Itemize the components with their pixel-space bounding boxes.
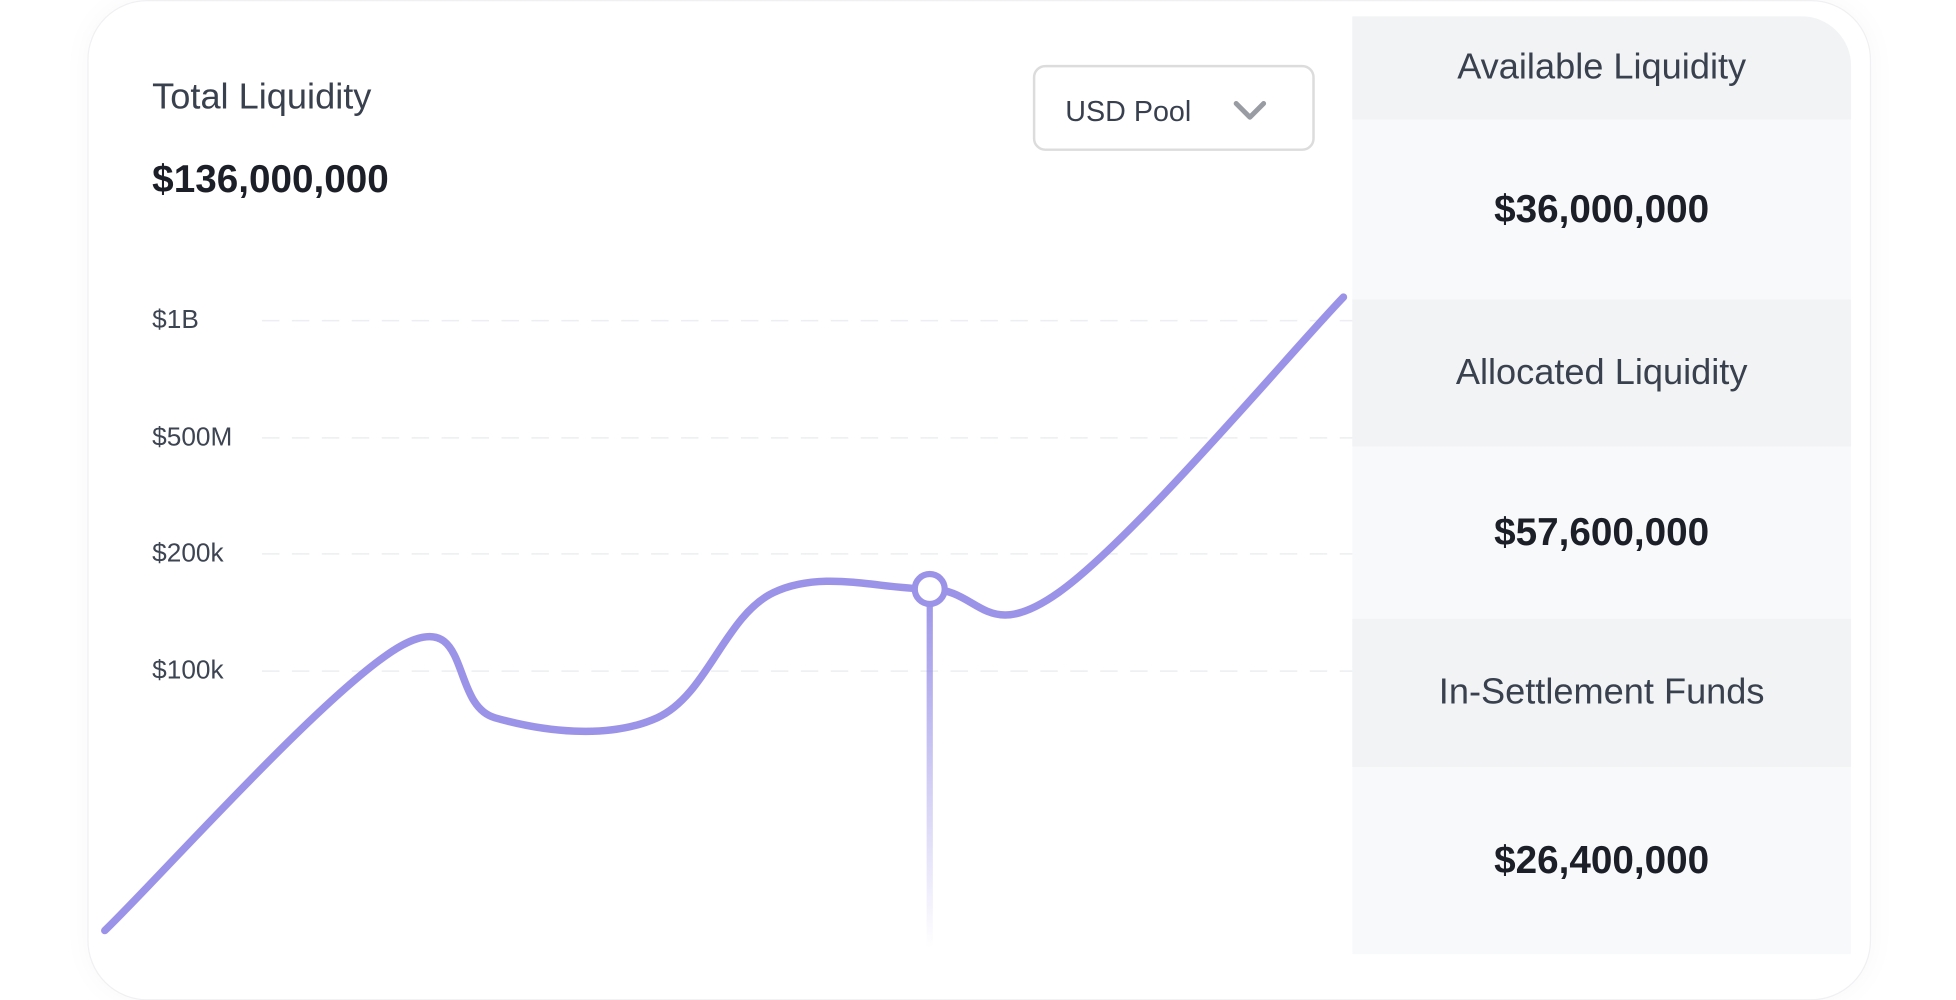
stats-panel: Available Liquidity $36,000,000 Allocate… (1352, 16, 1851, 964)
chevron-down-icon (1232, 100, 1267, 122)
stat-label-settlement: In-Settlement Funds (1352, 619, 1851, 767)
stat-value-available: $36,000,000 (1352, 120, 1851, 300)
stat-label-allocated: Allocated Liquidity (1352, 299, 1851, 446)
stat-value-settlement: $26,400,000 (1352, 767, 1851, 954)
pool-select-value: USD Pool (1065, 95, 1191, 129)
hover-indicator-line (927, 589, 933, 948)
stat-label-available: Available Liquidity (1352, 16, 1851, 120)
area-fill-stripes (105, 187, 1342, 948)
hover-marker[interactable] (915, 574, 945, 604)
stat-value-allocated: $57,600,000 (1352, 447, 1851, 619)
pool-select[interactable]: USD Pool (1033, 65, 1315, 151)
